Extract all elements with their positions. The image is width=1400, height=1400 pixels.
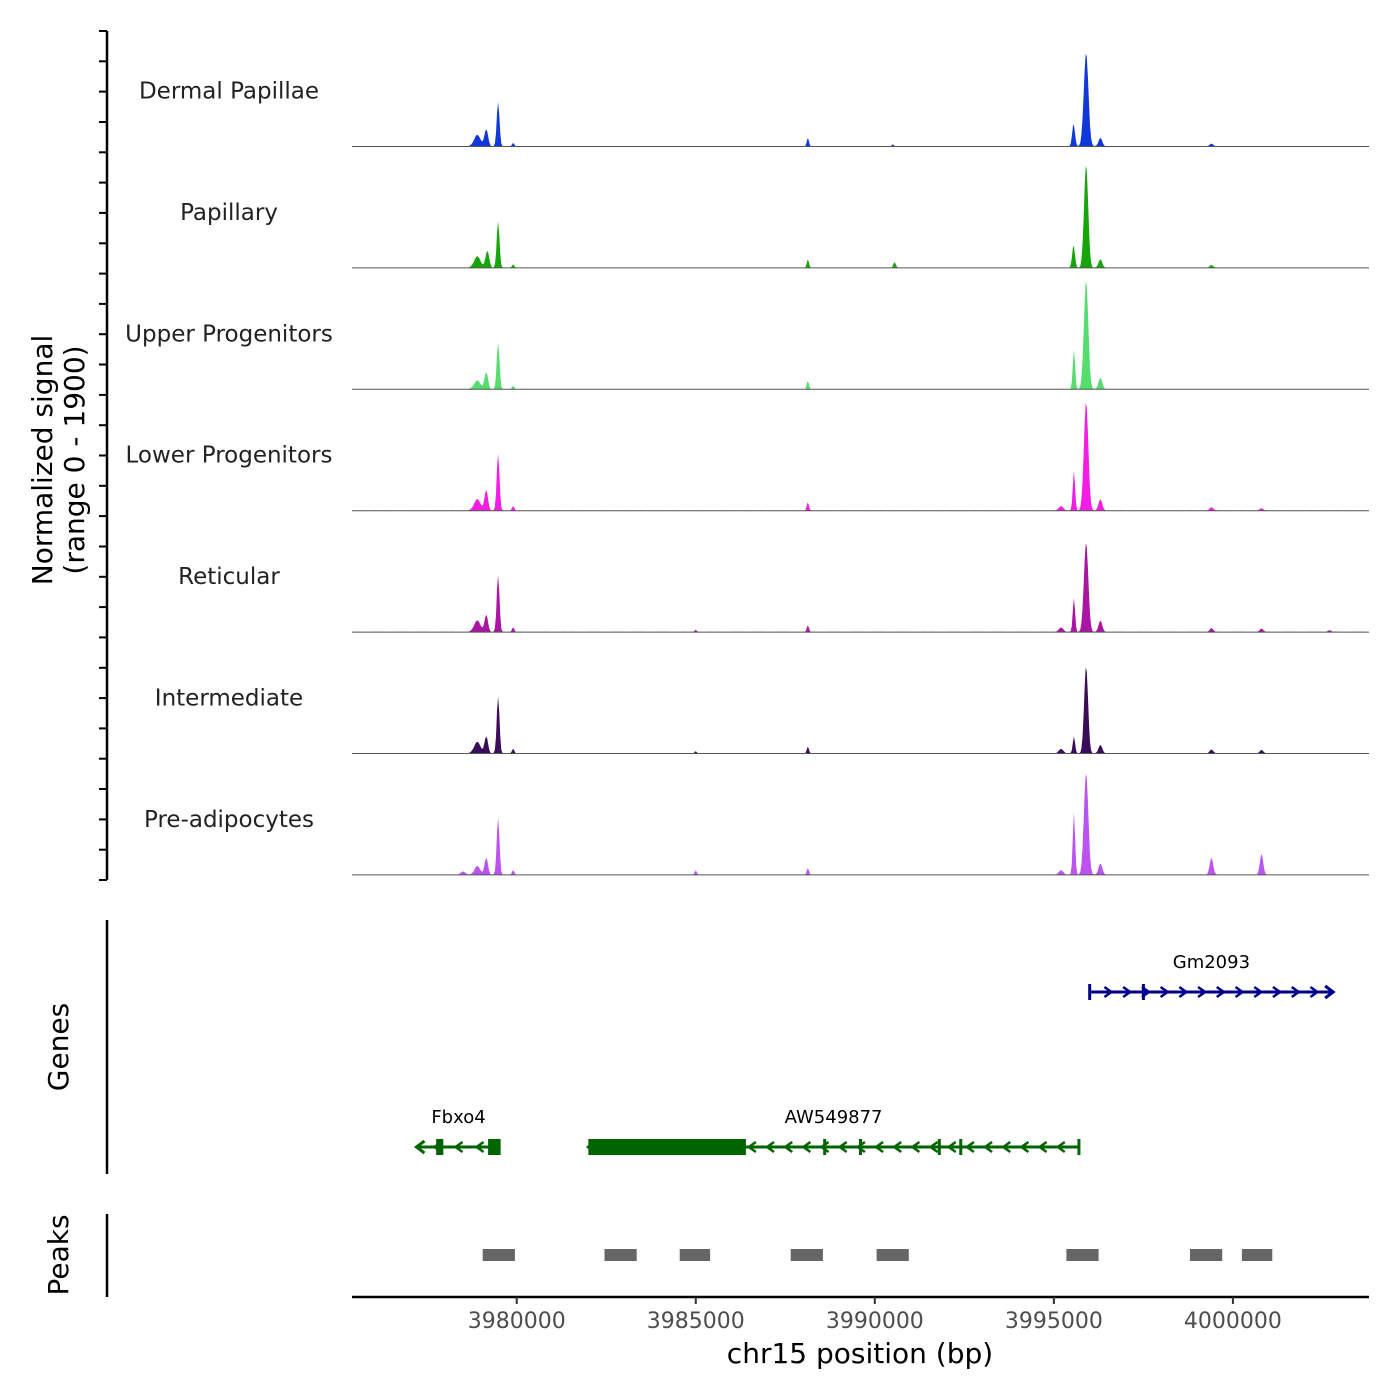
strand-chevron — [1216, 985, 1226, 999]
strand-chevron — [1272, 985, 1283, 999]
gene-name: Gm2093 — [1173, 952, 1250, 973]
x-tick-label: 4000000 — [1184, 1309, 1282, 1334]
gene-fbxo4: Fbxo4 — [413, 1107, 501, 1155]
strand-chevron — [1178, 985, 1189, 999]
x-axis-ticks: 3980000 3985000 3990000 3995000 4000000 — [468, 1297, 1282, 1334]
signal-area — [352, 53, 1369, 147]
coding-exon — [588, 1139, 746, 1155]
signal-area — [352, 667, 1369, 754]
signal-y-axis-ticks — [99, 30, 107, 881]
signal-ylabel: Normalized signal — [26, 335, 59, 586]
strand-chevron — [1234, 985, 1245, 999]
track-intermediate: Intermediate — [155, 667, 1369, 754]
x-tick-label: 3990000 — [826, 1309, 924, 1334]
gene-gm2093: Gm2093 — [1088, 952, 1336, 1000]
strand-chevron — [873, 1140, 884, 1154]
gene-annotations: Gm2093 Fbxo4 AW549877 — [413, 952, 1336, 1155]
peak-region — [1190, 1249, 1223, 1261]
peak-region — [1066, 1249, 1099, 1261]
track-label: Papillary — [180, 200, 278, 226]
strand-chevron — [1291, 985, 1301, 999]
strand-chevron — [964, 1140, 975, 1154]
track-label: Intermediate — [155, 686, 303, 712]
gene-end-arrow — [1324, 984, 1336, 1000]
strand-chevron — [837, 1140, 848, 1154]
peak-region — [482, 1249, 515, 1261]
peak-region — [1241, 1249, 1273, 1261]
strand-chevron — [453, 1140, 464, 1154]
x-tick-label: 3985000 — [647, 1309, 745, 1334]
peak-region — [790, 1249, 823, 1261]
strand-chevron — [1253, 985, 1264, 999]
strand-chevron — [946, 1140, 957, 1154]
gene-name: AW549877 — [785, 1107, 883, 1128]
strand-chevron — [801, 1140, 812, 1154]
track-pre-adipocytes: Pre-adipocytes — [144, 773, 1369, 876]
signal-area — [352, 403, 1369, 511]
signal-area — [352, 165, 1369, 268]
strand-chevron — [764, 1140, 775, 1154]
strand-chevron — [1037, 1140, 1048, 1154]
peak-region — [876, 1249, 909, 1261]
signal-ylabel-range: (range 0 - 1900) — [58, 345, 91, 574]
strand-chevron — [892, 1140, 902, 1154]
signal-area — [352, 281, 1369, 390]
track-lower-progenitors: Lower Progenitors — [126, 403, 1369, 512]
gene-end-arrow — [413, 1139, 426, 1155]
strand-chevron — [1197, 985, 1208, 999]
strand-chevron — [1122, 985, 1133, 999]
signal-area — [352, 543, 1369, 633]
strand-chevron — [1055, 1140, 1066, 1154]
genes-label: Genes — [42, 1003, 75, 1091]
x-tick-label: 3995000 — [1005, 1309, 1103, 1334]
track-dermal-papillae: Dermal Papillae — [139, 53, 1369, 147]
peak-region — [604, 1249, 637, 1261]
coding-exon — [436, 1139, 444, 1155]
track-papillary: Papillary — [180, 165, 1369, 269]
gene-aw549877: AW549877 — [585, 1107, 1081, 1155]
gene-name: Fbxo4 — [431, 1107, 485, 1128]
strand-chevron — [474, 1140, 485, 1154]
track-label: Upper Progenitors — [125, 321, 333, 347]
strand-chevron — [982, 1140, 993, 1154]
strand-chevron — [1019, 1140, 1030, 1154]
coding-exon — [488, 1139, 501, 1155]
strand-chevron — [1001, 1140, 1011, 1154]
track-label: Dermal Papillae — [139, 79, 319, 105]
strand-chevron — [783, 1140, 793, 1154]
track-label: Lower Progenitors — [126, 443, 333, 469]
track-label: Reticular — [178, 564, 280, 590]
strand-chevron — [1309, 985, 1320, 999]
track-upper-progenitors: Upper Progenitors — [125, 281, 1369, 390]
strand-chevron — [928, 1140, 939, 1154]
strand-chevron — [746, 1140, 757, 1154]
signal-area — [352, 773, 1369, 875]
peak-region — [679, 1249, 711, 1261]
signal-tracks: Dermal Papillae Papillary Upper Progenitor… — [125, 53, 1369, 876]
x-tick-label: 3980000 — [468, 1309, 566, 1334]
strand-chevron — [1103, 985, 1114, 999]
strand-chevron — [1159, 985, 1170, 999]
track-reticular: Reticular — [178, 543, 1369, 633]
strand-chevron — [819, 1140, 830, 1154]
peak-regions — [482, 1249, 1273, 1261]
strand-chevron — [855, 1140, 866, 1154]
x-axis-title: chr15 position (bp) — [727, 1337, 993, 1370]
track-label: Pre-adipocytes — [144, 807, 314, 833]
strand-chevron — [910, 1140, 921, 1154]
peaks-label: Peaks — [42, 1214, 75, 1295]
